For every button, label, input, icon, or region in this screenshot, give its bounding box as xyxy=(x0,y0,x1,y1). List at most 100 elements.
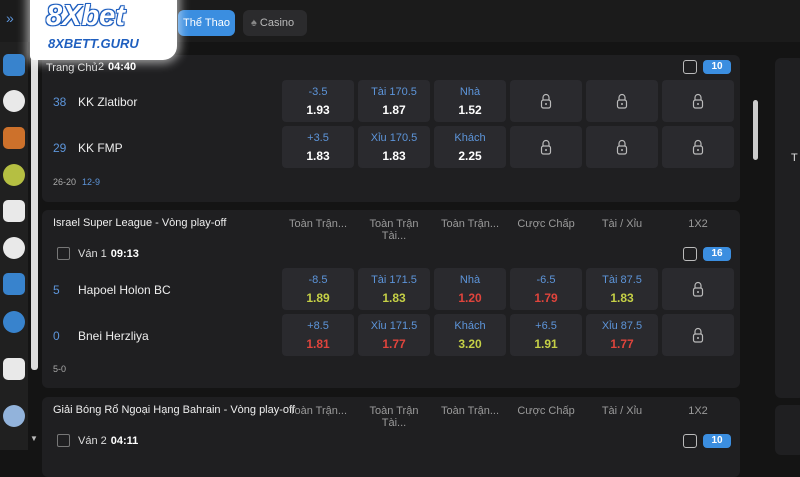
sidebar-icon[interactable] xyxy=(3,127,25,149)
odds-value: 1.79 xyxy=(534,291,558,305)
match-round: 2 xyxy=(98,61,105,73)
odds-cell[interactable]: Xỉu 87.5 1.77 xyxy=(586,314,658,356)
team-score: 38 xyxy=(53,95,67,109)
odds-cell[interactable]: +3.5 1.83 xyxy=(282,126,354,168)
tab-sports[interactable]: Thể Thao xyxy=(178,10,235,36)
column-header: Toàn Trận Tài... xyxy=(369,218,419,242)
column-header: Toàn Trận... xyxy=(288,405,348,417)
odds-label: +6.5 xyxy=(535,320,557,332)
team-name: Hapoel Holon BC xyxy=(78,283,171,297)
odds-value: 1.89 xyxy=(306,291,330,305)
lock-icon xyxy=(692,327,704,343)
odds-label: Tài 171.5 xyxy=(371,274,417,286)
odds-value: 1.83 xyxy=(610,291,634,305)
column-header: Cược Chấp xyxy=(517,405,575,417)
odds-value: 1.77 xyxy=(610,337,634,351)
odds-cell[interactable]: +8.5 1.81 xyxy=(282,314,354,356)
odds-value: 1.87 xyxy=(382,103,406,117)
lock-icon xyxy=(692,139,704,155)
locked-cell xyxy=(510,80,582,122)
match-time: 04:11 xyxy=(110,435,139,447)
market-count[interactable]: 16 xyxy=(703,247,731,261)
column-header: Toàn Trận... xyxy=(288,218,348,230)
match-time: 09:13 xyxy=(110,248,139,260)
league-title[interactable]: Israel Super League - Vòng play-off xyxy=(53,217,227,229)
odds-value: 1.81 xyxy=(306,337,330,351)
logo-box[interactable]: 8Xbet 8XBETT.GURU xyxy=(30,0,177,60)
locked-cell xyxy=(586,126,658,168)
lock-icon xyxy=(616,93,628,109)
breadcrumb[interactable]: Trang Chủ xyxy=(46,62,98,74)
sidebar-icon[interactable] xyxy=(3,273,25,295)
odds-cell[interactable]: Nhà 1.52 xyxy=(434,80,506,122)
right-panel-text: T xyxy=(791,152,798,164)
odds-cell[interactable]: Xỉu 170.5 1.83 xyxy=(358,126,430,168)
logo: 8Xbet xyxy=(46,0,125,32)
odds-value: 1.52 xyxy=(458,103,482,117)
odds-value: 1.77 xyxy=(382,337,406,351)
locked-cell xyxy=(662,80,734,122)
sidebar-icon[interactable] xyxy=(3,311,25,333)
inner-scrollbar xyxy=(753,100,758,160)
odds-cell[interactable]: Khách 2.25 xyxy=(434,126,506,168)
sidebar-icon[interactable] xyxy=(3,200,25,222)
sidebar-icon[interactable] xyxy=(3,164,25,186)
locked-cell xyxy=(662,268,734,310)
favorite-box[interactable] xyxy=(57,247,70,260)
sidebar-icon[interactable] xyxy=(3,405,25,427)
layout-icon[interactable] xyxy=(683,60,697,74)
tab-casino[interactable]: ♠ Casino xyxy=(243,10,307,36)
column-header: 1X2 xyxy=(688,218,708,230)
team-name: Bnei Herzliya xyxy=(78,329,149,343)
sidebar-icon[interactable] xyxy=(3,358,25,380)
match-time: 04:40 xyxy=(108,61,137,73)
odds-cell[interactable]: +6.5 1.91 xyxy=(510,314,582,356)
odds-value: 1.83 xyxy=(306,149,330,163)
odds-label: -8.5 xyxy=(308,274,328,286)
market-count[interactable]: 10 xyxy=(703,60,731,74)
lock-icon xyxy=(540,93,552,109)
expand-icon[interactable]: » xyxy=(6,10,14,26)
sidebar-icon[interactable] xyxy=(3,90,25,112)
locked-cell xyxy=(662,126,734,168)
period-score: 12-9 xyxy=(82,177,101,187)
odds-value: 3.20 xyxy=(458,337,482,351)
league-title[interactable]: Giải Bóng Rổ Ngoại Hạng Bahrain - Vòng p… xyxy=(53,404,295,416)
play-icon[interactable] xyxy=(683,247,697,261)
odds-cell[interactable]: Tài 87.5 1.83 xyxy=(586,268,658,310)
column-header: Toàn Trận... xyxy=(440,405,500,417)
odds-label: Xỉu 87.5 xyxy=(601,320,643,332)
period-score: 5-0 xyxy=(53,364,67,374)
odds-value: 1.20 xyxy=(458,291,482,305)
odds-cell[interactable]: -6.5 1.79 xyxy=(510,268,582,310)
odds-label: Khách xyxy=(454,132,486,144)
odds-cell[interactable]: -8.5 1.89 xyxy=(282,268,354,310)
odds-label: -6.5 xyxy=(536,274,556,286)
period-score: 26-20 xyxy=(53,177,77,187)
odds-cell[interactable]: Khách 3.20 xyxy=(434,314,506,356)
odds-cell[interactable]: Nhà 1.20 xyxy=(434,268,506,310)
odds-cell[interactable]: -3.5 1.93 xyxy=(282,80,354,122)
scroll-down[interactable]: ▼ xyxy=(30,434,38,443)
odds-value: 1.83 xyxy=(382,149,406,163)
sidebar-icon[interactable] xyxy=(3,54,25,76)
right-panel-lower xyxy=(775,405,800,455)
odds-label: +8.5 xyxy=(307,320,329,332)
odds-cell[interactable]: Tài 170.5 1.87 xyxy=(358,80,430,122)
spade-icon: ♠ xyxy=(251,17,257,29)
team-score: 29 xyxy=(53,141,67,155)
odds-label: +3.5 xyxy=(307,132,329,144)
favorite-box[interactable] xyxy=(57,434,70,447)
odds-label: Xỉu 170.5 xyxy=(370,132,418,144)
odds-cell[interactable]: Tài 171.5 1.83 xyxy=(358,268,430,310)
market-count[interactable]: 10 xyxy=(703,434,731,448)
lock-icon xyxy=(540,139,552,155)
locked-cell xyxy=(510,126,582,168)
play-icon[interactable] xyxy=(683,434,697,448)
odds-cell[interactable]: Xỉu 171.5 1.77 xyxy=(358,314,430,356)
odds-label: Nhà xyxy=(459,274,481,286)
odds-label: -3.5 xyxy=(308,86,328,98)
column-header: Cược Chấp xyxy=(517,218,575,230)
sidebar-icon[interactable] xyxy=(3,237,25,259)
